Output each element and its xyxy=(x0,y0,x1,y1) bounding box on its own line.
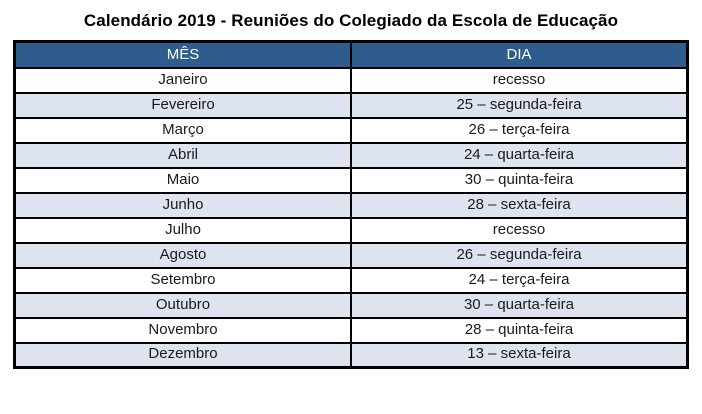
table-row: Maio 30 – quinta-feira xyxy=(13,166,689,194)
month-cell: Dezembro xyxy=(13,341,352,369)
table-row: Junho 28 – sexta-feira xyxy=(13,191,689,219)
calendar-table: MÊS DIA Janeiro recesso Fevereiro 25 – segu… xyxy=(13,40,689,369)
day-cell: 30 – quinta-feira xyxy=(350,166,689,194)
table-row: Outubro 30 – quarta-feira xyxy=(13,291,689,319)
header-row: MÊS DIA xyxy=(13,40,689,69)
table-row: Julho recesso xyxy=(13,216,689,244)
table-row: Dezembro 13 – sexta-feira xyxy=(13,341,689,369)
table-header: MÊS DIA xyxy=(13,40,689,69)
day-cell: 25 – segunda-feira xyxy=(350,91,689,119)
page-title: Calendário 2019 - Reuniões do Colegiado … xyxy=(83,11,619,30)
month-cell: Outubro xyxy=(13,291,352,319)
day-cell: 28 – quinta-feira xyxy=(350,316,689,344)
month-cell: Novembro xyxy=(13,316,352,344)
day-cell: 30 – quarta-feira xyxy=(350,291,689,319)
day-cell: 13 – sexta-feira xyxy=(350,341,689,369)
table-row: Março 26 – terça-feira xyxy=(13,116,689,144)
month-cell: Abril xyxy=(13,141,352,169)
table-row: Janeiro recesso xyxy=(13,66,689,94)
month-cell: Janeiro xyxy=(13,66,352,94)
month-cell: Julho xyxy=(13,216,352,244)
month-cell: Fevereiro xyxy=(13,91,352,119)
day-cell: 24 – terça-feira xyxy=(350,266,689,294)
table-row: Agosto 26 – segunda-feira xyxy=(13,241,689,269)
day-cell: 26 – segunda-feira xyxy=(350,241,689,269)
table-body: Janeiro recesso Fevereiro 25 – segunda-feir… xyxy=(13,66,689,369)
day-cell: 24 – quarta-feira xyxy=(350,141,689,169)
day-cell: 26 – terça-feira xyxy=(350,116,689,144)
day-cell: 28 – sexta-feira xyxy=(350,191,689,219)
month-cell: Maio xyxy=(13,166,352,194)
column-header-dia: DIA xyxy=(350,40,689,69)
month-cell: Junho xyxy=(13,191,352,219)
day-cell: recesso xyxy=(350,216,689,244)
column-header-mes: MÊS xyxy=(13,40,352,69)
table-row: Setembro 24 – terça-feira xyxy=(13,266,689,294)
month-cell: Março xyxy=(13,116,352,144)
table-row: Novembro 28 – quinta-feira xyxy=(13,316,689,344)
table-row: Abril 24 – quarta-feira xyxy=(13,141,689,169)
table-row: Fevereiro 25 – segunda-feira xyxy=(13,91,689,119)
month-cell: Setembro xyxy=(13,266,352,294)
month-cell: Agosto xyxy=(13,241,352,269)
day-cell: recesso xyxy=(350,66,689,94)
